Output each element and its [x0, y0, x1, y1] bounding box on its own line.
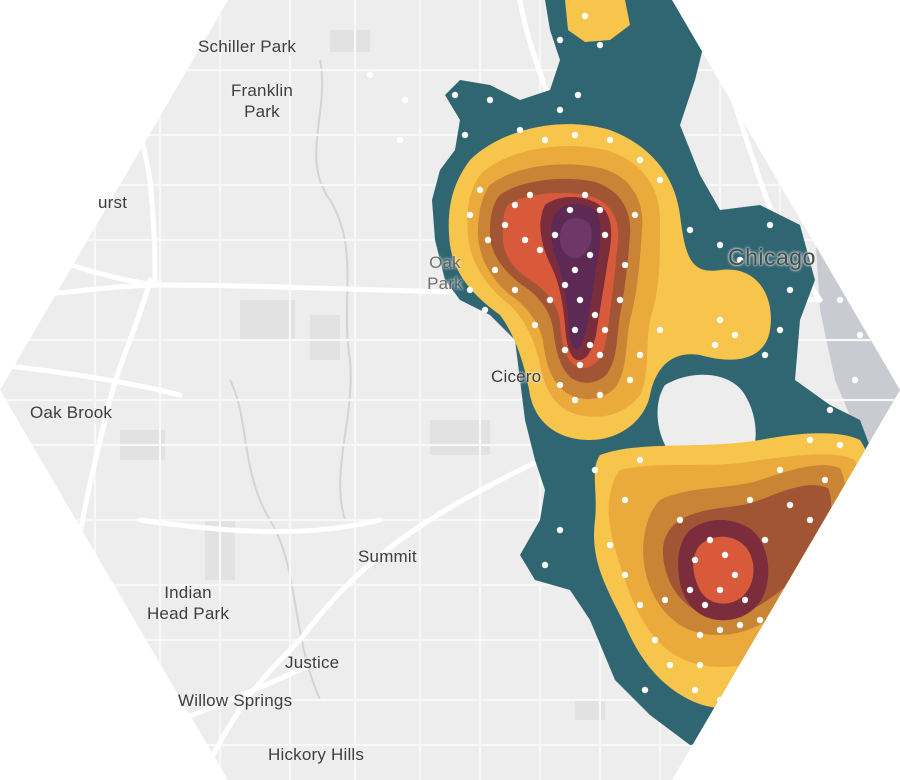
place-cicero: Cicero — [491, 367, 542, 386]
place-willow-springs: Willow Springs — [178, 691, 293, 710]
place-hickory-hills: Hickory Hills — [268, 745, 365, 764]
place-franklin-park: Franklin Park — [230, 81, 294, 121]
place-schiller-park: Schiller Park — [198, 37, 297, 56]
place-justice: Justice — [285, 653, 340, 672]
place-oak-brook: Oak Brook — [30, 403, 113, 422]
place-summit: Summit — [358, 547, 417, 566]
place-hurst: urst — [98, 193, 128, 212]
place-oak-park: Oak Park — [427, 253, 463, 293]
density-band-2-north — [565, 0, 630, 42]
place-indian-head-park: Indian Head Park — [146, 583, 230, 623]
incident-points — [366, 12, 864, 704]
density-core-south — [693, 536, 754, 604]
place-chicago: Chicago — [728, 244, 816, 270]
density-peak-inner — [560, 218, 592, 259]
